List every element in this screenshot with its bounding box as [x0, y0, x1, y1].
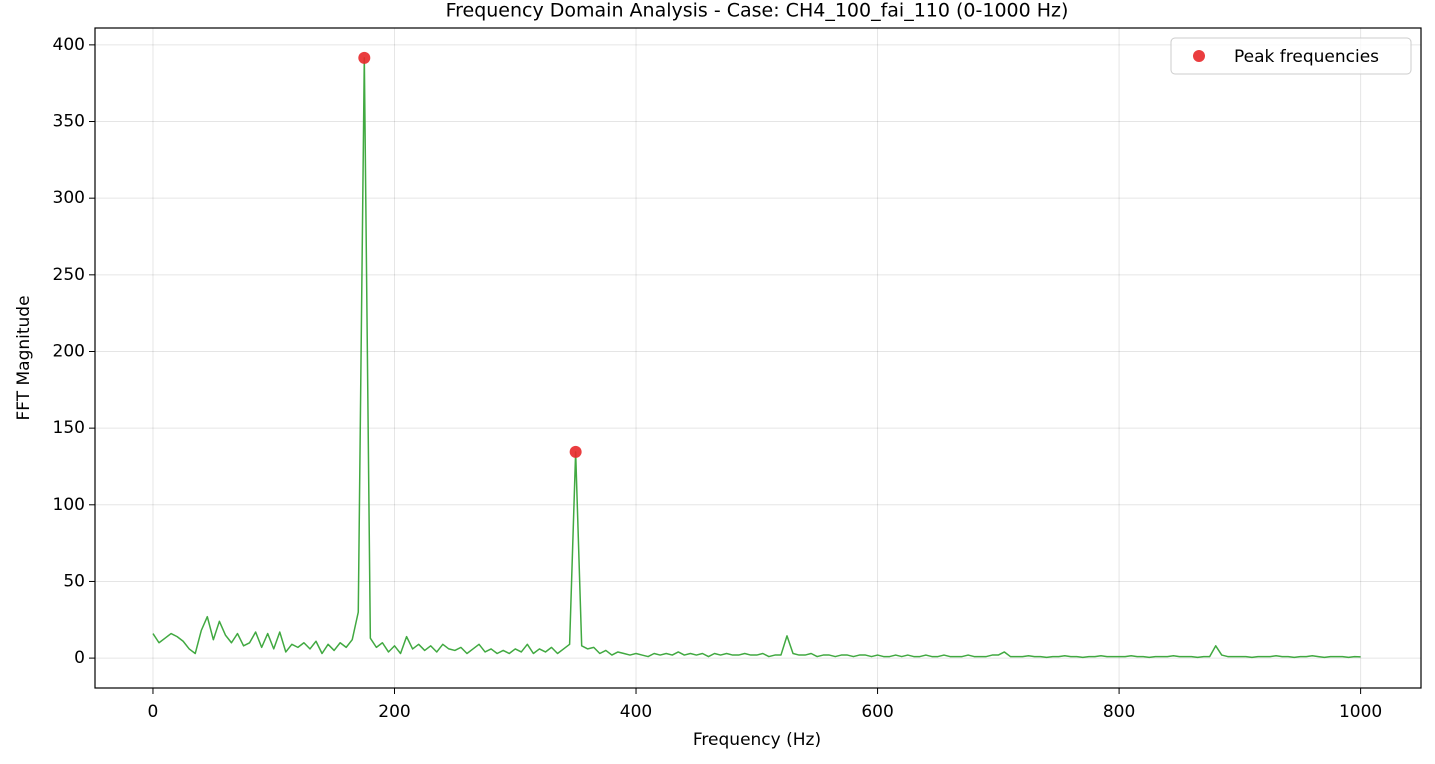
- peak-marker: [569, 445, 582, 458]
- y-tick-label: 100: [53, 495, 85, 515]
- legend-box: [1170, 37, 1412, 75]
- y-tick-label: 300: [53, 188, 85, 208]
- y-tick-label: 250: [53, 265, 85, 285]
- x-tick-label: 600: [861, 702, 893, 722]
- x-tick-label: 400: [620, 702, 652, 722]
- peak-marker: [358, 51, 371, 64]
- legend-marker: [1193, 50, 1205, 62]
- y-tick-label: 50: [63, 571, 85, 591]
- plot-frame: [94, 27, 1422, 689]
- x-tick-label: 1000: [1339, 702, 1382, 722]
- legend-label: Peak frequencies: [1234, 47, 1379, 67]
- y-tick-label: 0: [74, 648, 85, 668]
- y-tick-label: 200: [53, 341, 85, 361]
- legend: Peak frequencies: [1170, 37, 1412, 75]
- y-tick-label: 400: [53, 35, 85, 55]
- fft-line: [152, 57, 1361, 659]
- y-axis-label: FFT Magnitude: [14, 295, 34, 420]
- y-tick-label: 350: [53, 112, 85, 132]
- x-tick-label: 200: [378, 702, 410, 722]
- x-tick-label: 800: [1103, 702, 1135, 722]
- y-tick-label: 150: [53, 418, 85, 438]
- chart-title: Frequency Domain Analysis - Case: CH4_10…: [446, 0, 1069, 22]
- x-tick-label: 0: [148, 702, 159, 722]
- x-axis-label: Frequency (Hz): [693, 730, 821, 750]
